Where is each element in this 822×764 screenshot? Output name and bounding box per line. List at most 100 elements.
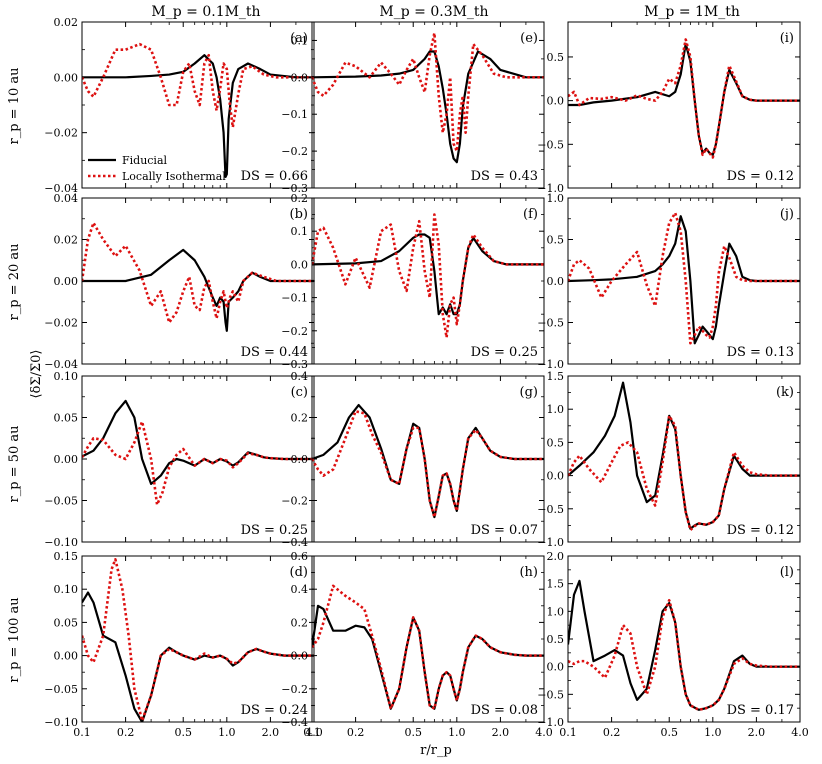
y-tick-label: −0.4 (281, 536, 308, 549)
x-tick-label: 4.0 (535, 726, 553, 739)
series-locally-isothermal (568, 414, 800, 532)
column-title-2: M_p = 0.3M_th (379, 4, 488, 20)
row-label-2: r_p = 20 au (7, 244, 22, 321)
ds-annotation: DS = 0.25 (471, 345, 538, 360)
y-tick-label: 0.0 (547, 95, 565, 108)
series-fiducial (312, 50, 544, 164)
x-tick-label: 0.1 (303, 726, 321, 739)
series-group (568, 211, 800, 345)
y-tick-label: −1.0 (537, 536, 564, 549)
y-tick-label: −0.5 (537, 138, 564, 151)
x-axis-label: r/r_p (420, 743, 452, 758)
panel-frame (567, 555, 801, 723)
y-tick-label: 0.02 (54, 234, 79, 247)
panel-b: 0.04 0.02 0.00 −0.02 −0.04 (b) DS = 0.44 (44, 192, 315, 371)
ds-annotation: DS = 0.12 (727, 169, 794, 184)
row-label-4: r_p = 100 au (7, 597, 22, 682)
panel-a: 0.02 0.00 −0.02 −0.04 (a) DS = 0.66 Fiducial Lo… (44, 16, 315, 195)
y-tick-label: 0.5 (547, 51, 565, 64)
series-group (568, 579, 800, 712)
y-tick-label: 0.1 (291, 225, 309, 238)
panel-frame (567, 21, 801, 189)
panel-frame (81, 555, 315, 723)
legend: Fiducial Locally Isothermal (88, 154, 226, 183)
y-tick-label: −0.5 (537, 317, 564, 330)
panel-letter: (d) (290, 565, 308, 580)
ds-annotation: DS = 0.17 (727, 703, 794, 718)
y-tick-label: −0.2 (281, 683, 308, 696)
y-tick-label: 0.5 (547, 633, 565, 646)
panel-frame (311, 375, 545, 543)
x-tick-label: 1.0 (218, 726, 236, 739)
legend-label-isothermal: Locally Isothermal (122, 170, 226, 183)
y-tick-label: 0.00 (54, 453, 79, 466)
y-tick-label: 0.0 (291, 258, 309, 271)
ds-annotation: DS = 0.07 (471, 523, 538, 538)
series-fiducial (312, 604, 544, 710)
panel-d: 0.150.100.050.00−0.05−0.100.1 0.2 0.5 1.0 2.… (44, 550, 322, 739)
series-fiducial (82, 54, 314, 179)
series-group (568, 38, 800, 159)
x-tick-label: 4.0 (305, 726, 323, 739)
y-tick-label: 0.10 (54, 370, 79, 383)
series-locally-isothermal (312, 409, 544, 519)
panels: 0.02 0.00 −0.02 −0.04 (a) DS = 0.66 Fiducial Lo… (44, 16, 808, 739)
column-titles: M_p = 0.1M_th M_p = 0.3M_th M_p = 1M_th (151, 4, 739, 20)
y-tick-label: 0.2 (291, 616, 309, 629)
ds-annotation: DS = 0.25 (241, 523, 308, 538)
y-tick-label: −0.5 (537, 503, 564, 516)
y-tick-label: −1.0 (537, 182, 564, 195)
ds-annotation: DS = 0.08 (471, 703, 538, 718)
y-tick-label: 0.4 (291, 583, 309, 596)
y-tick-label: 0.0 (291, 650, 309, 663)
panel-frame (567, 197, 801, 365)
y-tick-label: −0.05 (44, 495, 78, 508)
x-tick-label: 0.5 (660, 726, 678, 739)
y-tick-label: −0.10 (44, 716, 78, 729)
panel-letter: (h) (519, 565, 538, 580)
series-group (82, 399, 314, 506)
legend-label-fiducial: Fiducial (122, 154, 168, 167)
y-tick-label: 0.00 (54, 71, 79, 84)
panel-letter: (f) (523, 207, 538, 222)
series-group (82, 42, 314, 179)
series-group (568, 381, 800, 532)
y-tick-label: 0.0 (291, 453, 309, 466)
x-tick-label: 1.0 (704, 726, 722, 739)
y-tick-label: 1.5 (547, 370, 565, 383)
ds-annotation: DS = 0.66 (241, 169, 308, 184)
y-tick-label: −0.2 (281, 145, 308, 158)
x-tick-label: 0.1 (559, 726, 577, 739)
y-tick-label: 1.0 (547, 192, 565, 205)
y-tick-label: −1.0 (537, 716, 564, 729)
ds-annotation: DS = 0.24 (241, 703, 308, 718)
y-tick-label: −0.1 (281, 108, 308, 121)
y-tick-label: 1.0 (547, 403, 565, 416)
y-tick-label: 0.6 (291, 550, 309, 563)
y-tick-label: −0.2 (281, 325, 308, 338)
series-locally-isothermal (312, 584, 544, 711)
panel-letter: (l) (780, 565, 794, 580)
panel-g: 0.4 0.2 0.0 −0.2 −0.4 (g) DS = 0.07 (281, 370, 545, 549)
series-locally-isothermal (82, 221, 314, 324)
y-tick-label: −0.04 (44, 358, 78, 371)
column-title-1: M_p = 0.1M_th (151, 4, 260, 20)
y-tick-label: −0.3 (281, 358, 308, 371)
y-tick-label: 2.0 (547, 550, 565, 563)
ds-annotation: DS = 0.13 (727, 345, 794, 360)
y-tick-label: −0.04 (44, 182, 78, 195)
panel-k: 1.5 1.0 0.5 0.0 −0.5 −1.0 (k) DS = 0.12 (537, 370, 801, 549)
panel-l: 2.0 1.5 1.0 0.5 0.0 −0.5 −1.00.1 0.2 0.5 1.0 2.0 4.… (537, 550, 808, 739)
y-tick-label: 0.04 (54, 192, 79, 205)
series-locally-isothermal (568, 598, 800, 712)
x-tick-label: 0.2 (347, 726, 365, 739)
panel-letter: (a) (290, 31, 308, 46)
y-tick-label: 0.0 (291, 71, 309, 84)
y-tick-label: −0.10 (44, 536, 78, 549)
panel-letter: (j) (780, 207, 794, 222)
ds-annotation: DS = 0.43 (471, 169, 538, 184)
panel-f: 0.2 0.1 0.0 −0.1 −0.2 −0.3 (f) DS = 0.25 (281, 192, 545, 371)
x-tick-label: 4.0 (791, 726, 809, 739)
y-tick-label: −0.5 (537, 688, 564, 701)
